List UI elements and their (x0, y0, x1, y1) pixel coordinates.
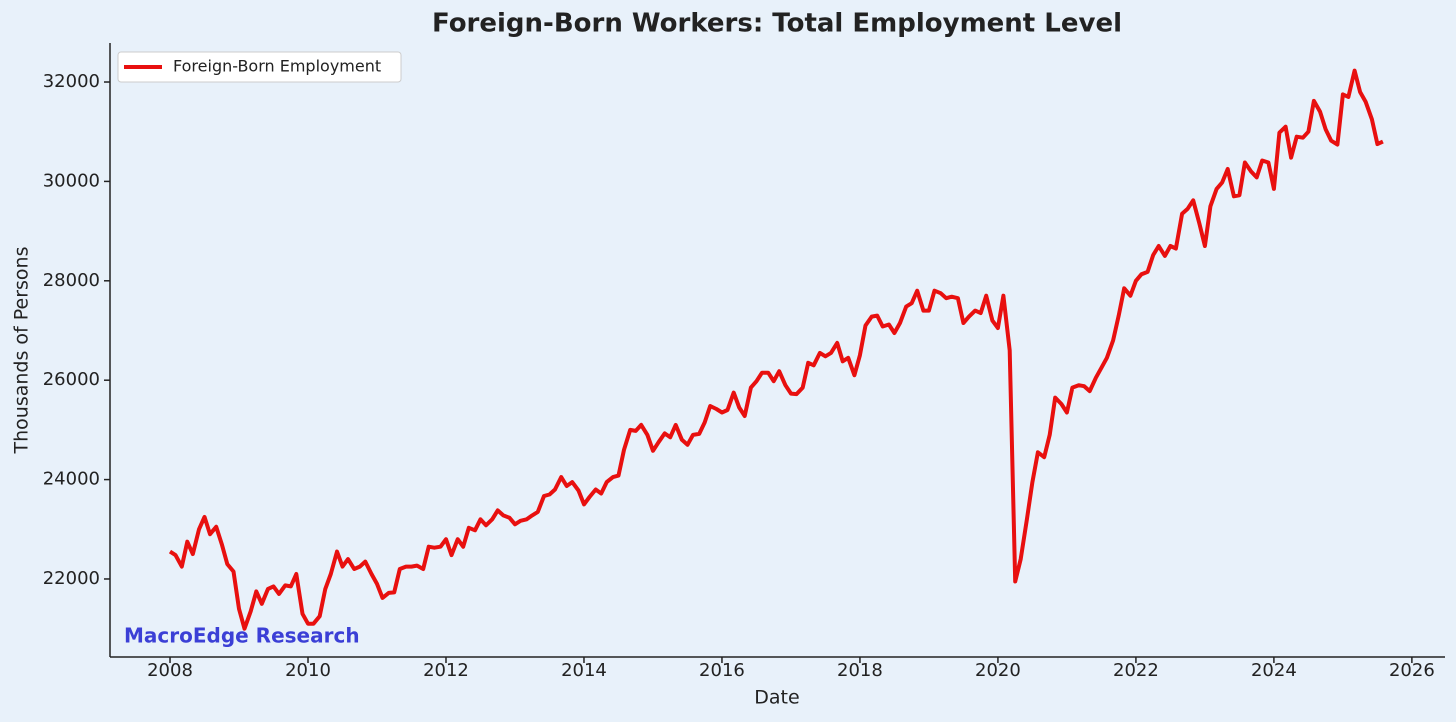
y-axis-label: Thousands of Persons (11, 247, 33, 455)
y-tick-label: 24000 (43, 469, 100, 490)
x-tick-label: 2014 (561, 660, 607, 681)
x-axis-label: Date (754, 687, 799, 709)
y-tick-label: 28000 (43, 270, 100, 291)
x-tick-label: 2020 (975, 660, 1021, 681)
legend-label: Foreign-Born Employment (173, 57, 381, 76)
x-tick-label: 2022 (1113, 660, 1159, 681)
chart-title: Foreign-Born Workers: Total Employment L… (432, 9, 1122, 39)
y-tick-label: 32000 (43, 71, 100, 92)
x-tick-label: 2010 (285, 660, 331, 681)
line (168, 68, 1384, 631)
x-tick-label: 2026 (1389, 660, 1435, 681)
x-tick-label: 2008 (147, 660, 193, 681)
x-tick-label: 2016 (699, 660, 745, 681)
x-tick-label: 2018 (837, 660, 883, 681)
x-tick-label: 2012 (423, 660, 469, 681)
x-tick-label: 2024 (1251, 660, 1297, 681)
watermark: MacroEdge Research (124, 624, 360, 648)
legend-box (117, 51, 402, 83)
y-tick-label: 26000 (43, 369, 100, 390)
y-tick-label: 22000 (43, 568, 100, 589)
y-tick-label: 30000 (43, 170, 100, 191)
